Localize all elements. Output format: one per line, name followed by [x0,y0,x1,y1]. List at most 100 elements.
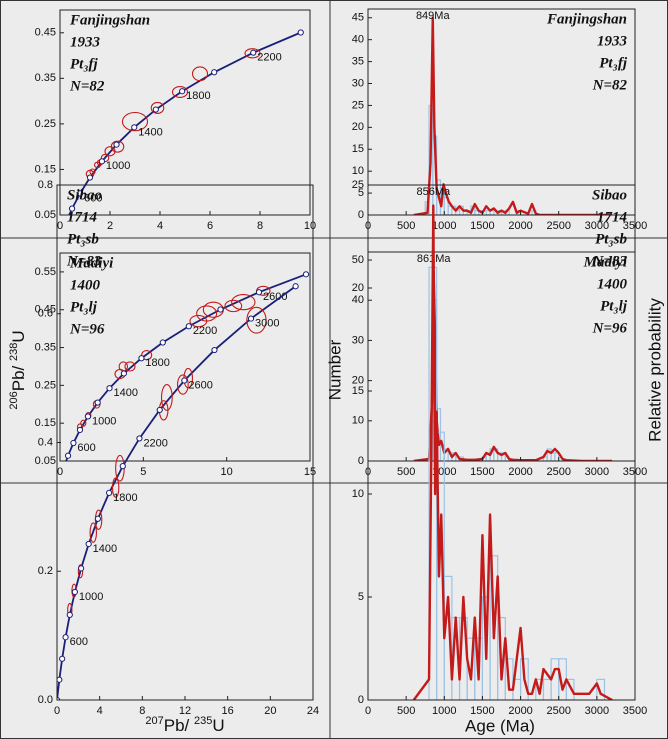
y-tick-label: 5 [358,187,364,199]
error-ellipse [191,66,209,82]
x-tick-label: 500 [397,705,415,717]
error-ellipse [171,85,189,99]
y-tick-label: 15 [352,143,364,155]
age-marker [57,676,63,683]
sample-label: Pt₃fj [70,56,99,72]
x-tick-label: 3500 [623,705,647,717]
label-part: Pb/ [164,716,194,735]
error-ellipse [246,306,267,334]
age-marker [211,69,218,76]
age-marker [156,406,163,414]
error-ellipse [89,168,96,176]
sample-label: Fanjingshan [546,11,627,27]
age-label: 2200 [257,52,281,64]
error-ellipse [150,101,165,114]
age-marker [297,29,304,36]
plot-frame [59,9,311,216]
y-tick-label: 0.15 [35,417,56,429]
probability-curve [412,204,613,700]
x-tick-label: 4 [157,220,163,232]
age-label: 1800 [186,90,210,102]
sample-label: 1714 [67,209,98,225]
y-tick-label: 35 [352,56,364,68]
y-tick-label: 10 [352,165,364,177]
plot-area [64,271,310,461]
x-tick-label: 3000 [585,220,609,232]
x-tick-label: 2000 [508,466,532,478]
age-marker [217,306,224,313]
x-tick-label: 8 [257,220,263,232]
superscript: 206 [8,391,20,409]
sample-label: Pt₃lj [70,299,98,315]
y-tick-label: 25 [352,179,364,191]
x-tick-label: 0 [54,705,60,717]
age-marker [98,158,106,165]
age-marker [68,205,76,212]
histogram-bar [565,678,575,700]
plot-frame [59,252,311,462]
age-marker [152,106,159,113]
y-tick-label: 5 [358,591,364,603]
age-label: 1400 [138,126,162,138]
superscript: 207 [145,715,163,727]
age-marker [113,141,120,148]
y-tick-label: 20 [352,282,364,294]
error-ellipse [196,305,218,322]
age-label: 2200 [193,325,217,337]
sample-label: N=82 [69,78,105,94]
sample-label: N=82 [592,77,628,93]
x-axis-label: 207Pb/ 235U [145,715,224,736]
age-marker [292,283,299,290]
x-axis-label: Age (Ma) [465,716,535,735]
age-label: 600 [77,442,95,454]
y-tick-label: 40 [352,34,364,46]
y-axis-label: Number [325,339,344,400]
sample-label: N=83 [592,253,628,269]
sample-label: Madiyi [583,254,628,270]
age-marker [94,399,101,406]
x-tick-label: 1500 [470,705,494,717]
plot-area [412,204,613,700]
x-tick-label: 0 [57,466,63,478]
y-tick-label: 0 [358,694,364,706]
y-tick-label: 0.6 [38,308,53,320]
y-tick-label: 0 [358,209,364,221]
y-tick-label: 50 [352,254,364,266]
age-marker [250,49,257,56]
x-tick-label: 5 [140,466,146,478]
x-tick-label: 0 [57,220,63,232]
age-marker [106,385,113,392]
error-ellipse [224,299,243,313]
age-marker [185,323,192,330]
y-tick-label: 40 [352,294,364,306]
x-tick-label: 1500 [470,220,494,232]
x-tick-label: 8 [139,705,145,717]
x-tick-label: 1000 [432,705,456,717]
sample-label: N=96 [69,321,105,337]
plot-area [68,29,304,215]
x-tick-label: 16 [222,705,234,717]
sample-label: Pt₃lj [600,298,628,314]
age-label: 2600 [188,379,212,391]
x-tick-label: 500 [397,220,415,232]
y-tick-label: 20 [352,375,364,387]
y-tick-label: 0.35 [35,341,56,353]
age-marker [255,289,263,296]
x-tick-label: 2000 [508,705,532,717]
x-tick-label: 500 [397,466,415,478]
y-tick-label: 0.4 [38,436,53,448]
y-tick-label: 30 [352,77,364,89]
age-marker [64,452,72,459]
age-marker [70,439,77,447]
x-tick-label: 20 [264,705,276,717]
x-tick-label: 24 [307,705,319,717]
age-marker [179,88,186,95]
age-marker [119,463,126,470]
sample-label: Sibao [67,187,102,203]
y-tick-label: 0.25 [35,379,56,391]
y-tick-label: 0.35 [35,72,56,84]
age-marker [302,271,310,278]
x-tick-label: 2500 [546,220,570,232]
